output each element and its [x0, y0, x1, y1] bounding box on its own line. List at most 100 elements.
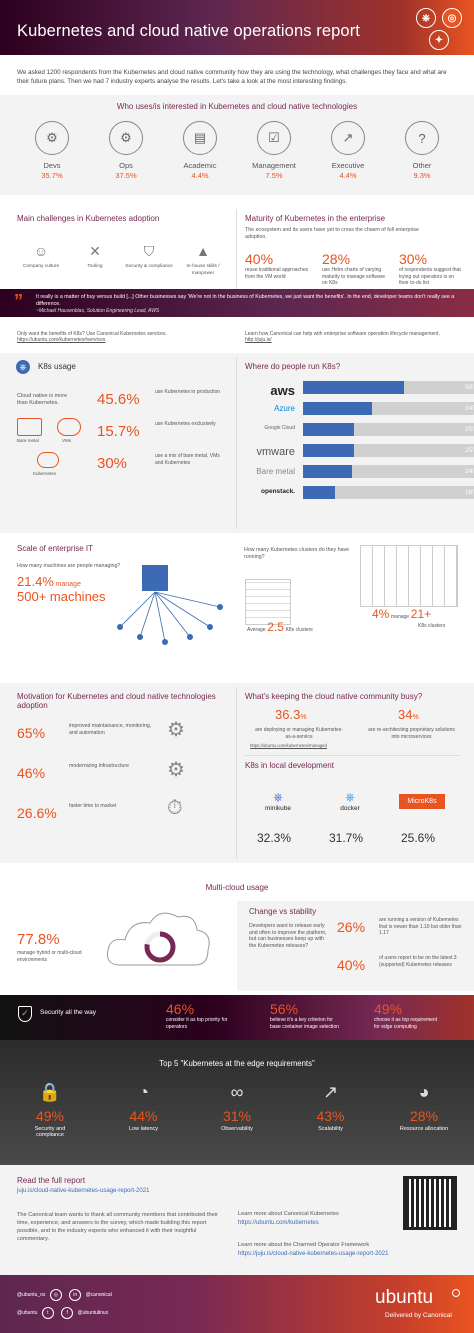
roles-list: ⚙ Devs 35.7% ⚙ Ops 37.5% ▤ Academic 4.4% ☑ Managem… — [22, 121, 452, 191]
maturity-value: 28% — [322, 251, 351, 267]
tagline: Delivered by Canonical — [385, 1312, 452, 1319]
instagram-icon[interactable]: ◎ — [49, 1289, 62, 1301]
qr-code[interactable] — [403, 1176, 457, 1230]
canonical-handle[interactable]: @canonical — [85, 1292, 112, 1298]
kubernetes-label: Kubernetes — [33, 471, 57, 476]
edge-item: ∞ 31% Observability — [197, 1082, 277, 1162]
machines-question: How many machines are people managing? — [17, 563, 121, 569]
role-item: ⚙ Ops 37.5% — [96, 121, 156, 191]
twitter-handle[interactable]: @ubuntu_os — [17, 1292, 46, 1298]
edge-value: 49% — [35, 1108, 65, 1124]
multicloud-section: Multi-cloud usage 77.8% manage hybrid or… — [0, 875, 474, 993]
busy-heading: What's keeping the cloud native communit… — [245, 692, 423, 701]
busy-left-link[interactable]: https://ubuntu.com/kubernetes/managed — [250, 743, 327, 748]
graduation-icon: ▲ — [196, 243, 210, 259]
services-link[interactable]: https://ubuntu.com/kubernetes#services — [17, 337, 106, 343]
edge-list: 🔒 49% Security and compliance ◔ 44% Low laten… — [10, 1082, 464, 1162]
motivation-value: 65% — [17, 725, 46, 741]
chart-icon: ↗ — [331, 121, 365, 155]
edge-item: ↗ 43% Scalability — [291, 1082, 371, 1162]
maturity-heading: Maturity of Kubernetes in the enterprise — [245, 214, 386, 223]
challenge-item: ▲ In-house skills / manpower — [179, 243, 227, 283]
ubuntu-handle[interactable]: @ubuntu — [17, 1310, 38, 1316]
roles-heading: Who uses/is interested in Kubernetes and… — [116, 102, 358, 111]
role-value: 35.7% — [41, 171, 63, 180]
page-title: Kubernetes and cloud native operations r… — [17, 22, 360, 40]
stability-text: Developers want to release early and oft… — [249, 923, 327, 949]
multicloud-diagram — [107, 912, 210, 966]
role-item: ▤ Academic 4.4% — [170, 121, 230, 191]
people-icon: ☺ — [33, 243, 49, 259]
stability-text: are running a version of Kubernetes that… — [379, 917, 462, 937]
bar-fill — [303, 465, 352, 478]
book-icon: ▤ — [183, 121, 217, 155]
security-section: ✓ Security all the way 46% consider it as… — [0, 995, 474, 1040]
local-dev-list: ⎈ minikube 32.3% ⎈ docker 31.7% MicroK8s 25.6% — [245, 776, 465, 858]
maturity-value: 30% — [399, 251, 428, 267]
challenge-label: In-house skills / manpower — [186, 264, 220, 276]
ubuntu-icon: ◎ — [442, 8, 462, 28]
learn-kubernetes-text: Learn more about Canonical Kubernetes — [238, 1211, 339, 1217]
edge-section: Top 5 "Kubernetes at the edge requiremen… — [0, 1040, 474, 1165]
learn-operator-link[interactable]: https://juju.is/cloud-native-kubernetes-… — [238, 1251, 389, 1257]
bare-metal-icon — [17, 418, 42, 436]
bar-track: 50% — [303, 381, 474, 394]
juju-link[interactable]: http://juju.is/ — [245, 337, 272, 343]
local-dev-heading: K8s in local development — [245, 761, 334, 770]
usage-stat: 15.7% use Kubernetes exclusively — [97, 421, 227, 449]
twitter-icon[interactable]: t — [41, 1307, 54, 1319]
kubernetes-icon: ⎈ — [16, 360, 30, 374]
busy-right-number: 34 — [398, 707, 413, 722]
multicloud-heading: Multi-cloud usage — [205, 883, 269, 892]
maturity-stat: 40% reuse traditional approaches from the… — [245, 251, 311, 291]
report-link[interactable]: juju.is/cloud-native-kubernetes-usage-re… — [17, 1188, 150, 1194]
learn-kubernetes-link[interactable]: https://ubuntu.com/kubernetes — [238, 1220, 319, 1226]
gear-icon: ⚙ — [35, 121, 69, 155]
gear-arrow-icon: ⚙ — [167, 759, 185, 781]
header-banner: Kubernetes and cloud native operations r… — [0, 0, 474, 55]
usage-text: use a mix of bare metal, VMs and Kuberne… — [155, 453, 220, 466]
edge-value: 44% — [129, 1108, 158, 1124]
clusters-question: How many Kubernetes clusters do they hav… — [244, 547, 350, 560]
bar-track: 24% — [303, 465, 474, 478]
bar-value: 16% — [464, 489, 474, 496]
binoculars-icon: ∞ — [230, 1082, 244, 1102]
edge-item: ◕ 28% Resource allocation — [384, 1082, 464, 1162]
cloud-native-text: Cloud native is more than Kubernetes. — [17, 393, 68, 406]
local-dev-logo: ⎈ minikube — [245, 786, 311, 816]
challenges-heading: Main challenges in Kubernetes adoption — [17, 214, 160, 223]
maturity-stats: 40% reuse traditional approaches from the… — [245, 251, 465, 291]
maturity-text: use Helm charts of varying maturity to m… — [322, 267, 386, 287]
maturity-text: reuse traditional approaches from the VM… — [245, 267, 309, 280]
gear-cog-icon: ⚙ — [109, 121, 143, 155]
platform-logo: Azure — [274, 404, 295, 413]
learn-operator-text: Learn more about the Charmed Operator Fr… — [238, 1242, 370, 1248]
challenge-item: ⛉ Security & compliance — [125, 243, 173, 283]
machines-pct: 21.4% — [17, 574, 54, 589]
ubuntulinux-handle[interactable]: @ubuntulinux — [77, 1310, 109, 1316]
security-heading: Security all the way — [40, 1009, 96, 1016]
stability-heading: Change vs stability — [249, 907, 317, 916]
column-divider — [236, 357, 237, 529]
role-value: 4.4% — [339, 171, 357, 180]
stability-value: 40% — [337, 957, 366, 973]
large-pct: 4% — [372, 607, 390, 621]
challenge-label: Company culture — [22, 264, 60, 269]
quote-banner: ” It really is a matter of buy versus bu… — [0, 289, 474, 317]
shield-icon: ⛉ — [143, 243, 155, 259]
vms-label: VMs — [62, 438, 71, 443]
quote-author: ~Michael Hausenblas, Solution Engineerin… — [36, 308, 160, 314]
juju-icon: ✦ — [429, 30, 449, 50]
busy-right-value: 34% — [398, 707, 419, 722]
role-item: ☑ Management 7.5% — [244, 121, 304, 191]
kubernetes-icon: ⎈ — [345, 790, 355, 804]
where-run-heading: Where do people run K8s? — [245, 362, 341, 371]
bar-fill — [303, 486, 336, 499]
intro-text: We asked 1200 respondents from the Kuber… — [17, 69, 447, 86]
security-stat: 46% consider it as top priority for opera… — [166, 1001, 258, 1037]
facebook-icon[interactable]: f — [61, 1307, 74, 1319]
pie-icon: ◕ — [418, 1082, 430, 1102]
linkedin-icon[interactable]: in — [69, 1289, 82, 1301]
scale-heading: Scale of enterprise IT — [17, 544, 94, 553]
stability-text: of users report to be on the latest 3 (s… — [379, 955, 457, 968]
